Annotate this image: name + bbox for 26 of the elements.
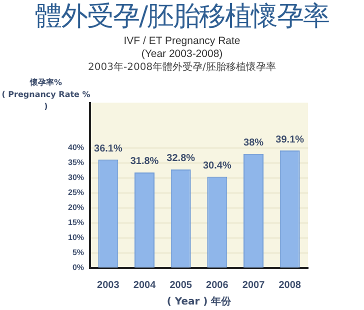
data-label: 36.1%: [94, 143, 122, 154]
x-tick-label: 2008: [278, 280, 302, 291]
data-label: 32.8%: [166, 153, 196, 164]
data-label: 39.1%: [276, 134, 304, 146]
y-axis-title: 懷孕率% ( Pregnancy Rate % ): [0, 77, 92, 113]
x-tick-label: 2004: [133, 280, 156, 291]
chart-subtitle: IVF / ET Pregnancy Rate (Year 2003-2008): [122, 35, 242, 61]
x-axis-title: ( Year ) 年份: [166, 296, 232, 308]
y-tick-label: 15%: [68, 218, 84, 228]
y-tick-label: 30%: [68, 173, 84, 182]
data-label: 30.4%: [202, 160, 232, 172]
x-tick-label: 2005: [170, 280, 192, 291]
text: 2003年-2008年體外受孕/胚胎移植懷孕率: [87, 61, 277, 74]
y-tick-label: 35%: [68, 158, 84, 168]
data-label: 38%: [243, 138, 264, 149]
x-tick-label: 2003: [97, 280, 120, 291]
x-tick-label: 2007: [242, 280, 266, 291]
chart-title: 體外受孕/胚胎移植懷孕率: [34, 0, 330, 34]
y-tick-label: 0%: [72, 263, 84, 272]
y-tick-label: 5%: [72, 248, 84, 258]
y-tick-label: 25%: [68, 188, 84, 198]
x-tick-label: 2006: [206, 280, 229, 291]
y-tick-label: 20%: [68, 203, 84, 212]
y-tick-label: 10%: [68, 233, 84, 242]
y-tick-label: 40%: [68, 143, 84, 152]
data-label: 31.8%: [130, 156, 159, 168]
